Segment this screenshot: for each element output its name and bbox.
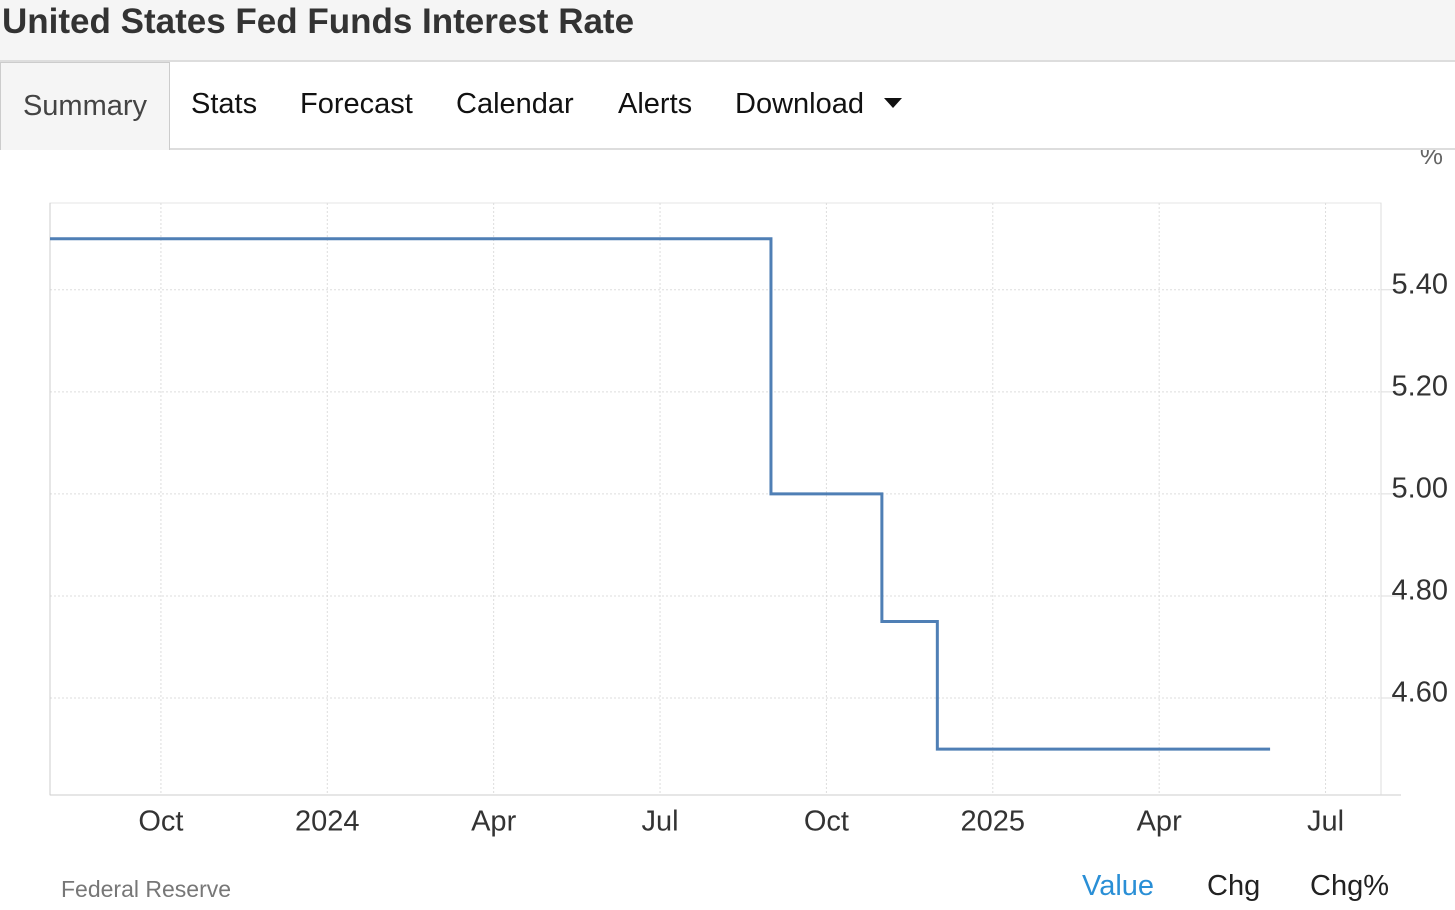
tab[interactable]: Forecast [300,88,413,120]
x-tick-label: Oct [804,806,849,838]
toggle[interactable]: Chg% [1310,870,1389,902]
y-tick-label: 5.40 [1392,268,1448,300]
tab[interactable]: Calendar [456,88,574,120]
tab[interactable]: Summary [0,62,170,150]
tab[interactable]: Download [735,88,864,120]
chart: % 4.60 4.80 5.00 5.20 5.40 Oct 2024 Apr Jul Oct 20… [49,150,1448,838]
x-tick-label: Apr [1137,806,1182,838]
tab[interactable]: Stats [191,88,258,120]
tab-bar: Summary Stats Forecast Calendar Alerts D… [0,62,1455,150]
source: Federal Reserve [61,876,232,902]
x-tick-label: 2025 [961,806,1026,838]
y-tick-label: 4.60 [1392,677,1448,709]
x-tick-label: 2024 [295,806,360,838]
y-tick-label: 4.80 [1392,575,1448,607]
x-tick-label: Apr [471,806,516,838]
toggle[interactable]: Value [1082,870,1155,902]
page-title: United States Fed Funds Interest Rate [2,2,635,41]
data-line [50,237,1271,751]
y-tick-label: 5.20 [1392,370,1448,402]
dropdown-arrow [884,98,902,108]
x-tick-label: Jul [642,806,679,838]
y-tick-label: 5.00 [1392,473,1448,505]
toggle[interactable]: Chg [1207,870,1261,902]
x-tick-label: Jul [1307,806,1344,838]
tab[interactable]: Alerts [618,88,693,120]
unit-label: % [1420,150,1443,170]
header: United States Fed Funds Interest Rate [0,0,1455,62]
x-tick-label: Oct [138,806,183,838]
plot-frame [49,202,1382,796]
